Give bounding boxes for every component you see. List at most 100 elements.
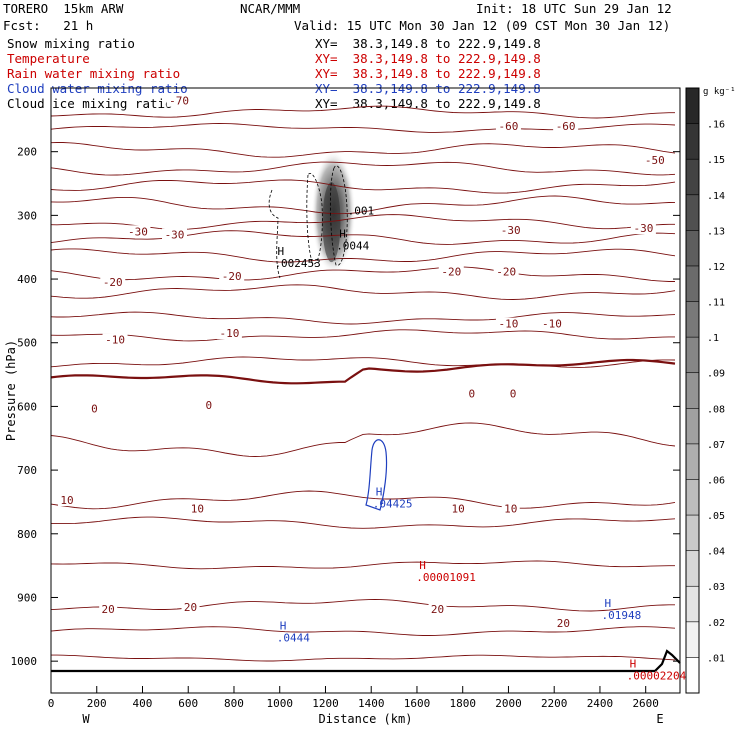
- temp-contour-label: -30: [501, 224, 521, 237]
- plot-border: [50, 87, 681, 694]
- temp-label-bg-3: [642, 153, 668, 166]
- temp-label-bg-4: [125, 225, 151, 238]
- x-tick-label: 2400: [587, 697, 614, 710]
- colorbar-swatch: [686, 159, 699, 196]
- temp-contour-label: -20: [496, 265, 516, 278]
- isotherm-4: [50, 179, 676, 194]
- temp-label-bg-0: [166, 94, 192, 107]
- temp-contour-label: 10: [452, 502, 465, 515]
- y-tick-label: 800: [17, 528, 37, 541]
- colorbar-swatch: [686, 337, 699, 374]
- west-label: W: [82, 712, 90, 726]
- x-tick-label: 0: [48, 697, 55, 710]
- maximum-marker: H: [277, 245, 284, 258]
- maximum-value: .0444: [277, 631, 310, 644]
- temp-label-bg-19: [507, 387, 519, 400]
- isotherm-20: [50, 626, 676, 636]
- isotherm-3: [50, 161, 676, 176]
- colorbar: .01 .02 .03 .04 .05 .06 .07 .08 .09 .1 .11 .12 .13 .1…: [685, 87, 736, 694]
- maximum-value: .0044: [336, 240, 369, 253]
- isotherm-6: [50, 214, 675, 230]
- center-title: NCAR/MMM: [240, 1, 301, 16]
- isotherm-18: [50, 560, 675, 570]
- colorbar-level-label: .16: [707, 120, 725, 131]
- y-tick-label: 400: [17, 273, 37, 286]
- y-tick-label: 600: [17, 400, 37, 413]
- cloud-ice-contour-c: [268, 189, 281, 279]
- temp-label-bg-11: [493, 265, 519, 278]
- x-tick-label: 1600: [404, 697, 431, 710]
- field-xy-temperature: XY= 38.3,149.8 to 222.9,149.8: [315, 51, 541, 66]
- maximum-marker: H: [419, 559, 426, 572]
- temp-contour-label: -10: [219, 327, 239, 340]
- x-axis-title: Distance (km): [319, 712, 413, 726]
- model-title: TORERO 15km ARW: [3, 1, 124, 16]
- temp-contour-label: -10: [542, 318, 562, 331]
- colorbar-swatch: [686, 123, 699, 160]
- y-tick-label: 1000: [11, 655, 38, 668]
- x-tick-label: 800: [224, 697, 244, 710]
- x-tick-label: 1800: [449, 697, 476, 710]
- x-tick-label: 2000: [495, 697, 522, 710]
- temp-label-bg-12: [102, 333, 128, 346]
- isotherm-11: [50, 311, 676, 325]
- colorbar-swatch: [686, 586, 699, 623]
- x-tick-label: 2200: [541, 697, 568, 710]
- x-tick-label: 600: [178, 697, 198, 710]
- colorbar-swatch: [686, 230, 699, 267]
- temp-contour-label: -20: [222, 270, 242, 283]
- y-axis-title: Pressure (hPa): [4, 340, 18, 441]
- temp-contour-label: 10: [191, 502, 204, 515]
- x-tick-label: 1200: [312, 697, 339, 710]
- maximum-value: .001: [348, 205, 375, 218]
- temp-label-bg-5: [162, 228, 188, 241]
- terrain-ridge: [654, 649, 681, 672]
- colorbar-level-label: .09: [707, 369, 725, 380]
- temp-label-bg-24: [99, 602, 118, 615]
- colorbar-swatch: [686, 408, 699, 445]
- snow-shading: [311, 150, 356, 275]
- contour-labels: -70 -60 -60 -50 -30 -30 -30 -30 -20 -20 -20 -20 -10 -…: [58, 94, 687, 683]
- maximum-marker: H: [605, 597, 612, 610]
- colorbar-level-label: .12: [707, 262, 725, 273]
- temp-contour-label: 20: [102, 603, 115, 616]
- temp-label-bg-26: [428, 602, 447, 615]
- isotherms: [50, 105, 676, 662]
- isotherm-16: [50, 490, 676, 510]
- temp-label-bg-9: [219, 269, 245, 282]
- y-tick-label: 200: [17, 146, 37, 159]
- x-tick-label: 1000: [266, 697, 293, 710]
- colorbar-swatch: [686, 621, 699, 658]
- colorbar-level-label: .02: [707, 618, 725, 629]
- temp-label-bg-22: [449, 502, 468, 515]
- cloud-water-contour: [365, 439, 388, 511]
- temp-contour-label: 0: [91, 402, 98, 415]
- x-tick-label: 2600: [632, 697, 659, 710]
- colorbar-swatch: [686, 194, 699, 231]
- colorbar-swatch: [686, 301, 699, 338]
- temp-contour-label: -30: [165, 228, 185, 241]
- temp-contour-label: 20: [431, 603, 444, 616]
- x-tick-label: 200: [87, 697, 107, 710]
- colorbar-level-label: .14: [707, 191, 725, 202]
- temp-label-bg-13: [216, 327, 242, 340]
- isotherm-0: [50, 105, 675, 119]
- cloud-contours: [268, 165, 388, 511]
- isotherm-1: [50, 123, 676, 133]
- maximum-value: .00002204: [627, 670, 687, 683]
- x-tick-label: 400: [133, 697, 153, 710]
- temp-label-bg-20: [58, 494, 77, 507]
- temp-label-bg-17: [203, 399, 215, 412]
- y-tick-label: 700: [17, 464, 37, 477]
- temp-contour-label: 0: [510, 388, 517, 401]
- temp-contour-label: 0: [469, 388, 476, 401]
- colorbar-swatch: [686, 88, 699, 125]
- temp-label-bg-23: [501, 502, 520, 515]
- maximum-value: .04425: [373, 498, 413, 511]
- temp-contour-label: -20: [441, 265, 461, 278]
- colorbar-swatch: [686, 657, 699, 694]
- temp-contour-label: -30: [128, 225, 148, 238]
- temp-contour-label: -70: [169, 95, 189, 108]
- temp-contour-label: 10: [60, 494, 73, 507]
- colorbar-unit: g kg⁻¹: [703, 87, 736, 97]
